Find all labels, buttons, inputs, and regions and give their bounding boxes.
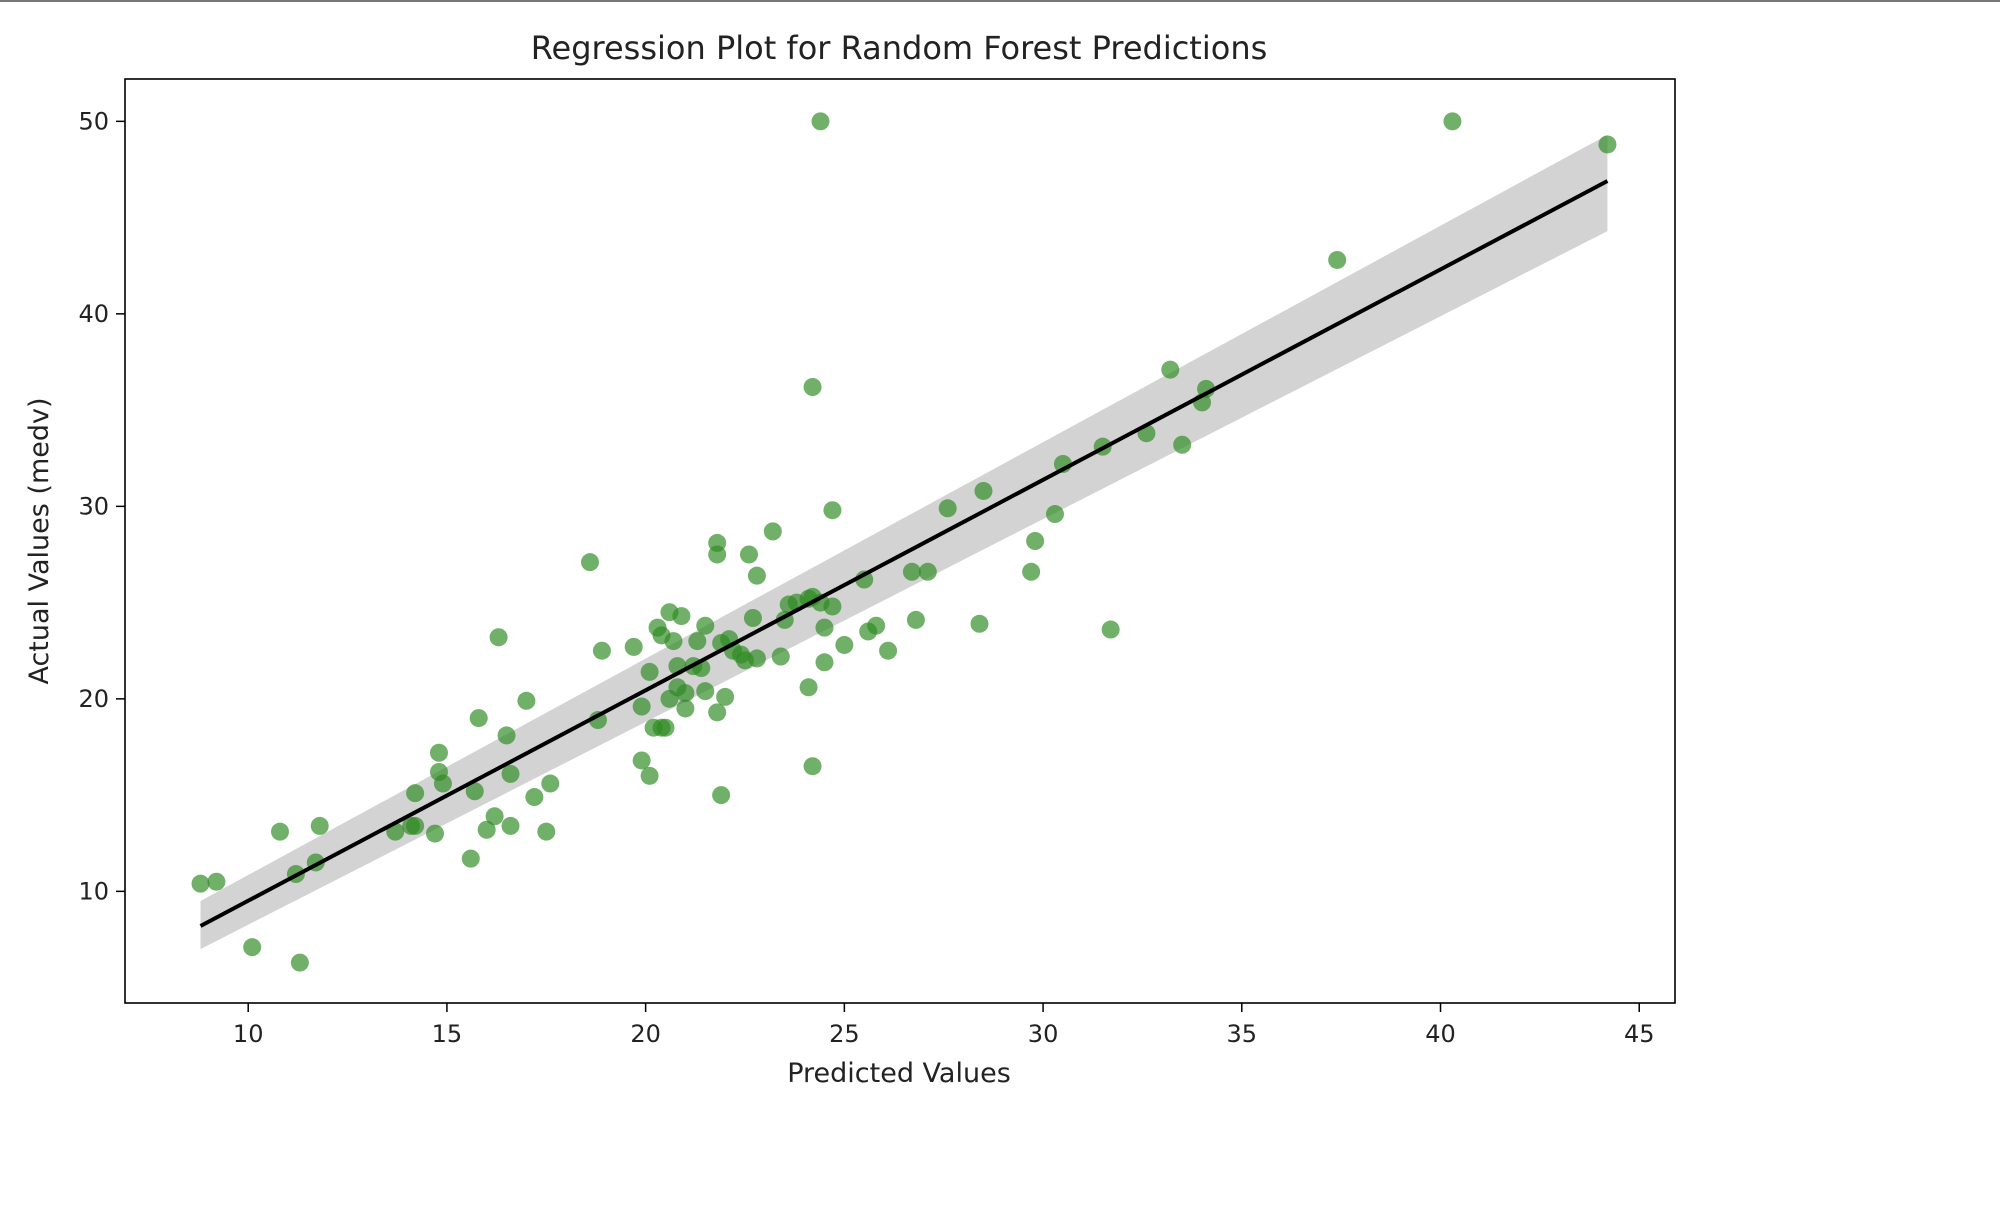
data-point (477, 820, 496, 839)
data-point (974, 481, 993, 500)
data-point (469, 709, 488, 728)
data-point (537, 822, 556, 841)
data-point (485, 807, 504, 826)
data-point (310, 816, 329, 835)
data-point (918, 562, 937, 581)
y-tick-label: 30 (78, 492, 109, 520)
data-point (708, 703, 727, 722)
data-point (1026, 532, 1045, 550)
data-point (906, 610, 925, 629)
x-tick-label: 20 (630, 1020, 661, 1048)
data-point (433, 774, 452, 793)
data-point (815, 653, 834, 672)
data-point (640, 662, 659, 681)
data-point (588, 711, 607, 730)
data-point (688, 632, 707, 651)
data-point (290, 953, 309, 972)
data-point (676, 699, 695, 718)
data-point (656, 718, 675, 737)
y-tick-label: 10 (78, 877, 109, 905)
y-axis: 10 20 30 40 50 (78, 107, 125, 905)
data-point (763, 522, 782, 541)
data-point (191, 874, 210, 893)
data-point (501, 764, 520, 783)
chart-title: Regression Plot for Random Forest Predic… (531, 29, 1268, 67)
y-tick-label: 40 (78, 300, 109, 328)
x-tick-label: 30 (1028, 1020, 1059, 1048)
data-point (811, 112, 830, 131)
data-point (867, 616, 886, 635)
data-point (1173, 435, 1192, 454)
data-point (271, 822, 289, 841)
data-point (803, 378, 822, 396)
data-point (1161, 360, 1180, 379)
data-point (1328, 250, 1347, 269)
data-point (747, 649, 766, 668)
x-tick-label: 25 (829, 1020, 860, 1048)
x-tick-label: 45 (1624, 1020, 1655, 1048)
data-point (712, 786, 731, 805)
data-point (902, 562, 921, 581)
data-point (497, 726, 516, 745)
data-point (799, 678, 818, 697)
x-tick-label: 15 (432, 1020, 463, 1048)
data-point (1443, 112, 1462, 131)
data-point (970, 614, 989, 633)
y-axis-title: Actual Values (medv) (24, 397, 55, 684)
data-point (676, 684, 695, 703)
confidence-band (200, 134, 1608, 950)
x-tick-label: 40 (1425, 1020, 1456, 1048)
data-point (823, 597, 842, 616)
top-border-line (0, 0, 2000, 2)
data-point (207, 872, 226, 891)
data-point (406, 816, 425, 835)
data-point (1022, 562, 1041, 581)
data-point (672, 607, 691, 626)
data-point (501, 816, 520, 835)
x-tick-label: 10 (233, 1020, 264, 1048)
data-point (1598, 135, 1617, 154)
plot-area-frame (124, 78, 1676, 1004)
y-tick-label: 50 (78, 107, 109, 135)
data-point (525, 788, 544, 807)
data-point (461, 849, 480, 868)
data-point (1046, 505, 1064, 524)
data-point (624, 637, 643, 656)
data-point (243, 938, 262, 957)
data-point (739, 545, 758, 564)
data-point (640, 766, 659, 785)
data-point (632, 751, 651, 770)
data-point (664, 632, 683, 651)
data-point (489, 628, 508, 647)
data-point (632, 697, 651, 716)
data-point (879, 641, 898, 660)
data-point (465, 782, 484, 801)
data-point (823, 501, 842, 520)
y-tick-label: 20 (78, 685, 109, 713)
data-point (803, 757, 822, 776)
data-point (747, 566, 766, 585)
regression-line (199, 179, 1609, 928)
data-point (835, 635, 854, 654)
data-point (592, 641, 611, 660)
data-point (406, 784, 425, 803)
data-point (696, 682, 715, 701)
data-point (743, 609, 762, 627)
data-point (429, 743, 448, 762)
data-point (815, 618, 834, 637)
data-point (938, 499, 957, 518)
data-point (541, 774, 560, 793)
x-axis: 10 15 20 25 30 35 40 45 (233, 1003, 1655, 1048)
data-point (426, 824, 444, 843)
data-point (696, 616, 715, 635)
data-point (716, 687, 735, 706)
data-point (581, 553, 599, 572)
x-axis-title: Predicted Values (787, 1058, 1011, 1089)
x-tick-label: 35 (1227, 1020, 1258, 1048)
data-point (1101, 620, 1120, 639)
data-point (517, 691, 536, 710)
data-point (771, 647, 790, 666)
data-point (708, 533, 727, 552)
